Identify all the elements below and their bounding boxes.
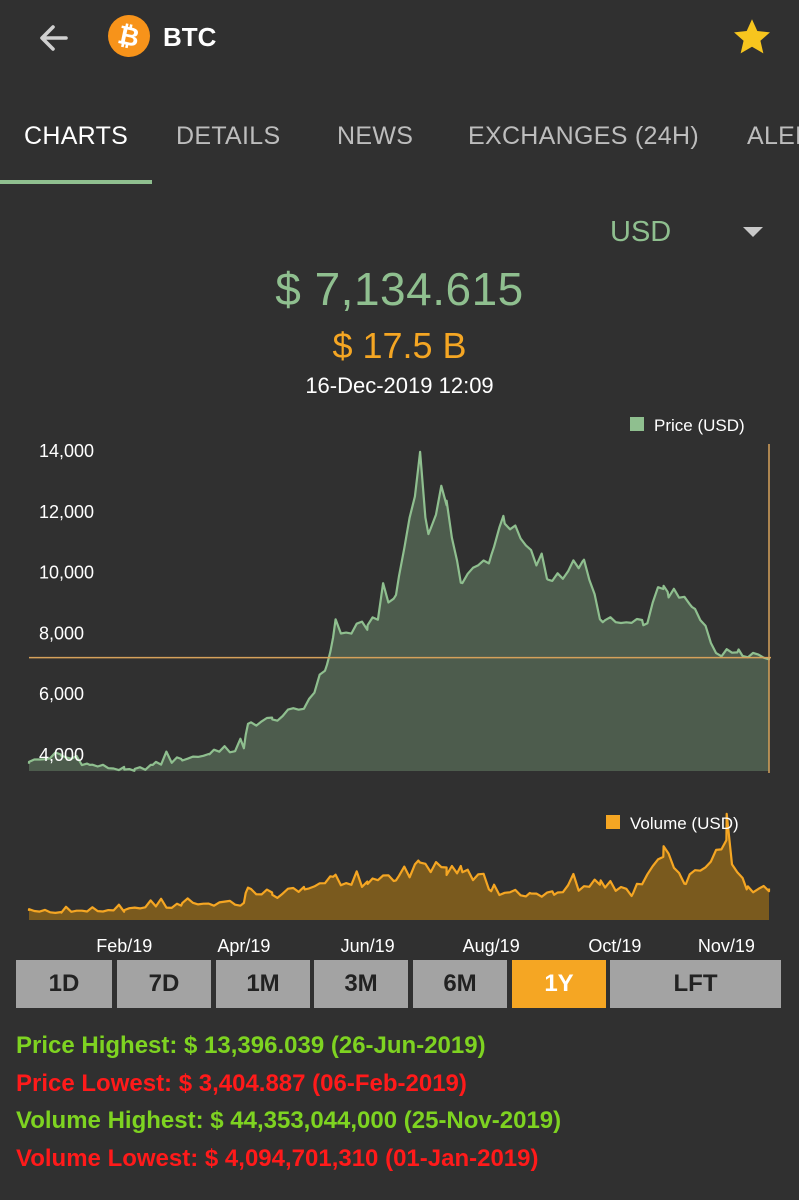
volume-24h: $ 17.5 B <box>332 325 467 366</box>
x-axis-tick-label: Nov/19 <box>698 936 755 956</box>
currency-value: USD <box>610 216 672 248</box>
range-button-6m[interactable]: 6M <box>413 960 507 1008</box>
range-button-lft[interactable]: LFT <box>610 960 781 1008</box>
volume-legend-label: Volume (USD) <box>630 814 739 833</box>
star-icon <box>734 19 770 54</box>
x-axis-tick-label: Aug/19 <box>463 936 520 956</box>
price-legend-label: Price (USD) <box>654 416 745 435</box>
price-highest: Price Highest: $ 13,396.039 (26-Jun-2019… <box>16 1032 486 1059</box>
price-y-tick-label: 6,000 <box>39 684 84 704</box>
price-y-tick-label: 10,000 <box>39 563 94 583</box>
price-y-tick-label: 12,000 <box>39 502 94 522</box>
app-bar: ₿ BTC <box>0 0 799 80</box>
range-button-3m[interactable]: 3M <box>314 960 408 1008</box>
price-y-tick-label: 8,000 <box>39 623 84 643</box>
price-y-tick-label: 14,000 <box>39 441 94 461</box>
tab-details[interactable]: DETAILS <box>176 122 281 150</box>
price-legend-swatch <box>630 417 644 431</box>
volume-series-line <box>27 812 771 914</box>
price-lowest: Price Lowest: $ 3,404.887 (06-Feb-2019) <box>16 1069 467 1097</box>
price-series-area-fill <box>29 451 769 771</box>
time-range-selector: 1D 7D 1M 3M 6M 1Y LFT <box>16 960 783 1008</box>
range-button-1d[interactable]: 1D <box>16 960 112 1008</box>
price-series-line <box>27 450 771 772</box>
range-button-1m[interactable]: 1M <box>216 960 310 1008</box>
tab-exchanges[interactable]: EXCHANGES (24H) <box>468 122 699 150</box>
range-button-7d[interactable]: 7D <box>117 960 211 1008</box>
tab-alerts[interactable]: ALER <box>747 122 799 150</box>
active-tab-indicator <box>0 180 152 184</box>
currency-dropdown[interactable]: USD <box>560 210 780 254</box>
x-axis-tick-label: Jun/19 <box>341 936 395 956</box>
current-price: $ 7,134.615 <box>275 263 524 315</box>
stats-panel: Price Highest: $ 13,396.039 (26-Jun-2019… <box>16 1027 796 1177</box>
x-axis-tick-label: Apr/19 <box>217 936 270 956</box>
tab-charts[interactable]: CHARTS <box>24 122 129 150</box>
back-button[interactable] <box>30 14 78 62</box>
volume-highest: Volume Highest: $ 44,353,044,000 (25-Nov… <box>16 1107 562 1134</box>
volume-series-area-fill <box>29 813 769 920</box>
arrow-left-icon <box>40 25 68 51</box>
x-axis-tick-label: Oct/19 <box>588 936 641 956</box>
caret-down-icon <box>743 227 763 237</box>
charts-canvas[interactable]: 4,000 6,000 8,000 10,000 12,000 14,000 Price (… <box>0 0 799 960</box>
volume-legend-swatch <box>606 815 620 829</box>
bitcoin-icon: ₿ <box>108 15 150 57</box>
price-y-tick-label: 4,000 <box>39 745 84 765</box>
volume-lowest: Volume Lowest: $ 4,094,701,310 (01-Jan-2… <box>16 1144 539 1172</box>
timestamp: 16-Dec-2019 12:09 <box>305 373 494 398</box>
x-axis-tick-label: Feb/19 <box>96 936 152 956</box>
favorite-button[interactable] <box>726 12 778 64</box>
tab-news[interactable]: NEWS <box>337 122 414 150</box>
tab-bar: CHARTS DETAILS NEWS EXCHANGES (24H) ALER <box>0 96 799 184</box>
coin-symbol: BTC <box>163 22 217 52</box>
range-button-1y[interactable]: 1Y <box>512 960 606 1008</box>
